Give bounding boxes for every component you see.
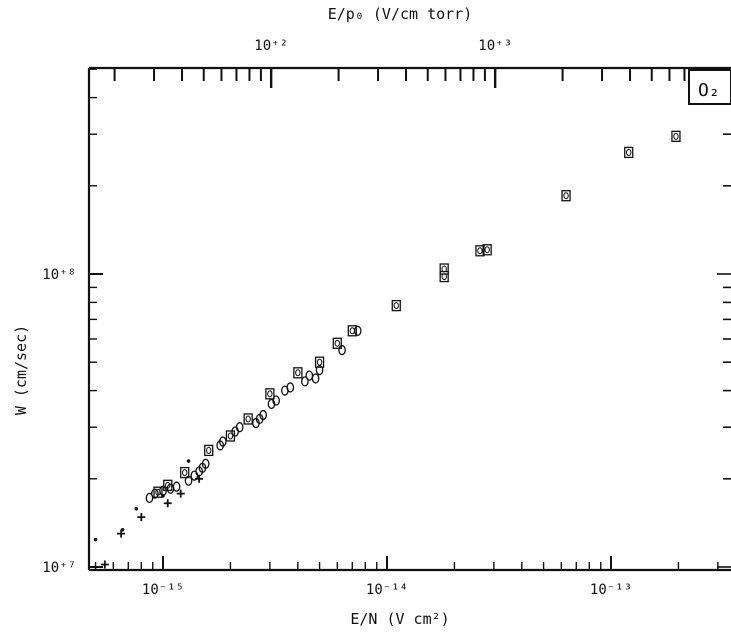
data-point-boxed xyxy=(332,337,342,349)
plot-frame xyxy=(87,66,731,572)
data-point-boxed xyxy=(391,299,401,312)
data-point-circle xyxy=(311,373,320,384)
axis-ticks xyxy=(89,68,731,570)
top-tick-label: 10⁺³ xyxy=(478,38,512,54)
y-tick-label: 10⁺⁸ xyxy=(42,267,76,283)
data-points xyxy=(93,130,681,569)
data-point-boxed xyxy=(243,413,253,425)
data-point-plus xyxy=(137,513,146,522)
data-point-circle xyxy=(218,436,227,447)
y-tick-label: 10⁺⁷ xyxy=(42,560,76,576)
data-point-circle xyxy=(151,488,159,499)
data-point-plus xyxy=(163,499,172,508)
data-point-boxed xyxy=(439,270,449,283)
data-point-boxed xyxy=(561,190,571,202)
x-tick-label: 10⁻¹³ xyxy=(590,582,632,598)
y-axis-title: W (cm/sec) xyxy=(12,325,30,415)
data-point-plus xyxy=(117,529,126,538)
data-point-boxed xyxy=(204,444,214,457)
legend-box xyxy=(688,69,731,105)
data-point-circle xyxy=(301,376,309,387)
data-point-plus xyxy=(195,474,204,483)
legend-label: O₂ xyxy=(698,80,720,101)
data-point-circle xyxy=(353,325,362,336)
top-tick-label: 10⁺² xyxy=(254,38,288,54)
data-point-circle xyxy=(272,395,281,406)
data-point-circle xyxy=(315,364,324,376)
data-point-circle xyxy=(286,382,295,393)
x-tick-label: 10⁻¹⁵ xyxy=(142,582,184,598)
data-point-dot xyxy=(186,459,191,463)
data-point-dot xyxy=(134,506,139,511)
data-point-dot xyxy=(93,537,98,542)
data-point-circle xyxy=(172,481,181,492)
data-point-boxed xyxy=(180,466,190,479)
data-point-boxed xyxy=(475,245,485,257)
data-point-plus xyxy=(100,560,109,569)
data-point-boxed xyxy=(624,146,634,159)
data-point-circle xyxy=(201,458,210,469)
data-point-circle xyxy=(145,492,154,504)
data-point-circle xyxy=(235,422,244,433)
x-axis-title: E/N (V cm²) xyxy=(350,610,449,628)
top-axis-title: E/p₀ (V/cm torr) xyxy=(328,5,473,23)
data-point-boxed xyxy=(482,244,492,256)
data-point-plus xyxy=(176,489,185,498)
data-point-boxed xyxy=(293,367,303,379)
data-point-boxed xyxy=(265,388,275,400)
tick-labels: 10⁻¹⁵ 10⁻¹⁴ 10⁻¹³ 10⁺⁷ 10⁺⁸ 10⁺² 10⁺³ xyxy=(42,38,632,598)
data-point-circle xyxy=(338,344,346,356)
data-point-circle xyxy=(259,409,268,421)
data-point-dot xyxy=(161,493,165,498)
data-point-circle xyxy=(305,370,314,381)
data-point-dot xyxy=(120,527,125,532)
legend: O₂ xyxy=(688,69,731,105)
data-point-boxed xyxy=(671,130,681,142)
data-point-boxed xyxy=(439,263,449,275)
data-point-circle xyxy=(184,475,193,486)
x-tick-label: 10⁻¹⁴ xyxy=(366,582,408,598)
